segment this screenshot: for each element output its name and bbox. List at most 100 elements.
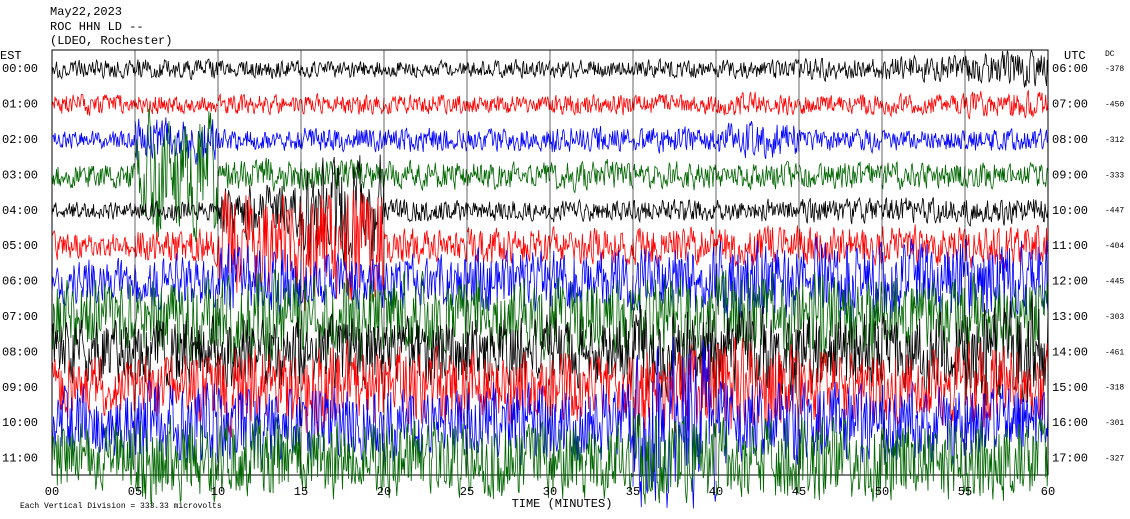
- est-label: 02:00: [2, 133, 38, 147]
- trace-segment: [466, 421, 551, 500]
- dc-value: -327: [1105, 455, 1124, 464]
- trace-segment: [52, 320, 136, 384]
- trace-segment: [881, 420, 966, 501]
- trace-segment: [217, 59, 302, 79]
- trace-segment: [134, 380, 219, 463]
- trace-segment: [134, 117, 219, 165]
- dc-value: -333: [1105, 171, 1124, 180]
- trace-segment: [549, 384, 634, 462]
- trace-segment: [798, 382, 883, 463]
- trace-segment: [466, 349, 551, 424]
- dc-value: -461: [1105, 348, 1124, 357]
- traces: [52, 49, 1048, 509]
- trace-segment: [134, 228, 219, 268]
- trace-segment: [217, 157, 302, 192]
- trace-segment: [466, 314, 551, 386]
- x-tick-label: 15: [294, 485, 308, 499]
- trace-segment: [134, 107, 219, 243]
- trace-segment: [466, 247, 551, 312]
- trace-segment: [549, 94, 634, 117]
- utc-label: 15:00: [1052, 381, 1088, 395]
- right-zone: UTC: [1064, 49, 1086, 63]
- trace-segment: [549, 158, 634, 194]
- trace-segment: [715, 161, 800, 191]
- trace-segment: [466, 128, 551, 152]
- trace-segment: [300, 313, 385, 390]
- trace-segment: [964, 224, 1048, 270]
- trace-segment: [632, 276, 717, 361]
- trace-segment: [300, 92, 385, 115]
- trace-segment: [715, 121, 800, 159]
- x-tick-label: 10: [211, 485, 225, 499]
- trace-segment: [383, 59, 468, 78]
- trace-segment: [466, 227, 551, 264]
- est-label: 03:00: [2, 168, 38, 182]
- trace-segment: [549, 318, 634, 389]
- trace-segment: [383, 421, 468, 498]
- est-label: 06:00: [2, 275, 38, 289]
- trace-segment: [300, 154, 385, 267]
- x-tick-label: 25: [460, 485, 474, 499]
- trace-segment: [383, 270, 468, 356]
- trace-segment: [715, 225, 800, 267]
- trace-segment: [300, 158, 385, 191]
- trace-segment: [881, 160, 966, 190]
- trace-segment: [300, 386, 385, 462]
- trace-segment: [134, 253, 219, 311]
- trace-segment: [217, 316, 302, 389]
- trace-segment: [798, 351, 883, 433]
- dc-value: -404: [1105, 242, 1124, 251]
- trace-segment: [715, 240, 800, 320]
- trace-segment: [134, 414, 219, 507]
- trace-segment: [632, 57, 717, 79]
- est-label: 00:00: [2, 62, 38, 76]
- trace-segment: [549, 225, 634, 266]
- trace-segment: [881, 224, 966, 267]
- dc-value: -450: [1105, 101, 1124, 110]
- trace-segment: [300, 421, 385, 500]
- trace-segment: [964, 272, 1048, 357]
- est-label: 05:00: [2, 239, 38, 253]
- trace-segment: [632, 304, 717, 398]
- trace-segment: [52, 94, 136, 116]
- trace-segment: [632, 226, 717, 268]
- trace-segment: [52, 229, 136, 261]
- trace-segment: [715, 92, 800, 116]
- dc-value: -445: [1105, 278, 1124, 287]
- x-tick-label: 60: [1041, 485, 1055, 499]
- trace-segment: [466, 95, 551, 114]
- utc-label: 10:00: [1052, 204, 1088, 218]
- title-line: ROC HHN LD --: [50, 20, 144, 34]
- est-label: 09:00: [2, 381, 38, 395]
- trace-segment: [964, 383, 1048, 460]
- trace-segment: [964, 418, 1048, 501]
- dc-value: -318: [1105, 384, 1124, 393]
- trace-segment: [217, 191, 302, 294]
- trace-segment: [881, 129, 966, 151]
- dc-value: -312: [1105, 136, 1124, 145]
- trace-segment: [798, 94, 883, 116]
- trace-segment: [52, 58, 136, 80]
- dc-value: -378: [1105, 65, 1124, 74]
- trace-segment: [134, 96, 219, 115]
- x-tick-label: 00: [45, 485, 59, 499]
- utc-label: 11:00: [1052, 239, 1088, 253]
- trace-segment: [715, 58, 800, 79]
- trace-segment: [632, 161, 717, 191]
- trace-segment: [217, 415, 302, 497]
- trace-segment: [798, 227, 883, 266]
- trace-segment: [881, 54, 966, 83]
- trace-segment: [715, 417, 800, 498]
- trace-segment: [881, 197, 966, 224]
- trace-segment: [466, 201, 551, 222]
- trace-segment: [383, 159, 468, 191]
- dc-value: -303: [1105, 313, 1124, 322]
- trace-segment: [217, 268, 302, 365]
- trace-segment: [632, 199, 717, 224]
- x-tick-label: 50: [875, 485, 889, 499]
- trace-segment: [466, 59, 551, 79]
- dc-value: -447: [1105, 207, 1124, 216]
- trace-segment: [715, 337, 800, 436]
- trace-segment: [881, 277, 966, 354]
